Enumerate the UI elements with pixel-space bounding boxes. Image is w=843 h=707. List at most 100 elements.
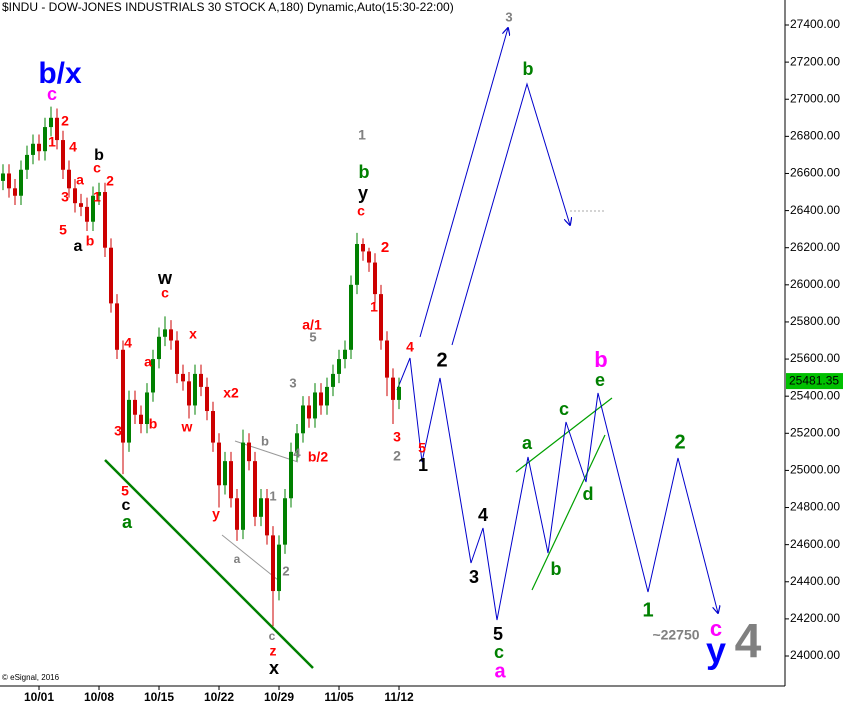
wave-label: 1	[358, 127, 366, 143]
candle-body	[175, 340, 179, 374]
candle-body	[55, 117, 59, 141]
wave-label: 5	[493, 624, 503, 644]
wave-label: y	[212, 506, 220, 522]
candle-body	[127, 399, 131, 443]
candle-body	[205, 386, 209, 412]
candle-body	[37, 143, 41, 152]
wave-label: b	[359, 162, 370, 182]
projection-path	[419, 28, 508, 338]
candle-body	[91, 195, 95, 222]
candle-body	[289, 451, 293, 499]
wave-label: w	[181, 419, 193, 435]
candle-body	[73, 188, 77, 204]
candle-body	[355, 243, 359, 285]
candle-body	[385, 340, 389, 378]
wave-label: 3	[505, 9, 512, 24]
chart-title: $INDU - DOW-JONES INDUSTRIALS 30 STOCK A…	[2, 0, 454, 14]
wave-label: x	[269, 658, 279, 678]
wave-label: a	[76, 172, 84, 188]
wave-label: y	[358, 183, 368, 203]
candle-body	[325, 386, 329, 406]
wave-label: c	[122, 497, 131, 514]
wave-label: c	[710, 616, 722, 641]
x-tick-label: 10/15	[144, 690, 174, 704]
candle-body	[151, 359, 155, 393]
x-tick-label: 11/12	[384, 690, 414, 704]
wave-label: 4	[69, 139, 77, 155]
wave-label: b/2	[308, 449, 328, 465]
wave-label: a	[74, 238, 83, 255]
candle-body	[373, 262, 377, 295]
wave-label: a	[234, 552, 241, 566]
wave-label: 4	[293, 445, 301, 460]
wave-label: 1	[93, 189, 101, 205]
candle-body	[43, 127, 47, 152]
y-tick-label: 26800.00	[790, 129, 840, 143]
wave-label: 2	[674, 431, 685, 453]
wave-label: c	[269, 629, 276, 643]
candle-body	[247, 442, 251, 462]
wave-label: y	[706, 630, 726, 671]
candle-body	[397, 386, 401, 400]
candle-body	[13, 188, 17, 196]
projection-path	[396, 357, 718, 621]
x-tick-label: 10/08	[84, 690, 114, 704]
candle-body	[109, 247, 113, 304]
candle-body	[97, 192, 101, 196]
candles	[1, 106, 401, 627]
wave-label: 3	[289, 375, 296, 390]
candle-body	[145, 392, 149, 425]
y-tick-label: 25400.00	[790, 388, 840, 402]
candle-body	[313, 392, 317, 419]
candle-body	[349, 284, 353, 350]
candle-body	[217, 442, 221, 486]
candle-body	[193, 373, 197, 406]
y-tick-label: 25800.00	[790, 314, 840, 328]
last-price-tag	[786, 373, 843, 390]
candle-body	[79, 203, 83, 207]
wave-label: 4	[478, 505, 488, 525]
y-tick-label: 26400.00	[790, 203, 840, 217]
x-tick-label: 11/05	[324, 690, 354, 704]
candle-body	[121, 349, 125, 443]
y-tick-label: 26200.00	[790, 240, 840, 254]
wave-label: c	[494, 642, 504, 662]
copyright: © eSignal, 2016	[2, 673, 60, 682]
candle-body	[139, 414, 143, 425]
trend-line	[531, 434, 606, 591]
wave-label: 5	[418, 440, 426, 456]
y-tick-label: 27200.00	[790, 54, 840, 68]
wave-label: 2	[436, 349, 447, 371]
wave-label: 3	[393, 429, 401, 445]
wave-label: d	[583, 484, 594, 504]
wave-label: b	[94, 147, 104, 164]
candle-body	[133, 399, 137, 415]
channel-line	[234, 440, 299, 463]
candle-body	[7, 173, 11, 189]
projection-path	[451, 82, 570, 346]
wave-label: a	[144, 354, 152, 370]
candle-body	[103, 192, 107, 248]
candle-body	[319, 392, 323, 406]
wave-label: 3	[61, 189, 69, 205]
wave-label: 3	[469, 567, 479, 587]
candle-body	[199, 373, 203, 387]
candle-body	[19, 169, 23, 196]
y-tick-label: 24000.00	[790, 648, 840, 662]
wave-label: 1	[642, 599, 653, 621]
projection-lines	[396, 28, 718, 621]
wave-label: ~22750	[652, 627, 699, 643]
candle-body	[1, 173, 5, 181]
candle-body	[31, 143, 35, 155]
candle-body	[25, 154, 29, 170]
wave-label: c	[93, 160, 101, 176]
wave-label: a	[122, 512, 133, 532]
y-tick-label: 26600.00	[790, 166, 840, 180]
last-price-label: 25481.35	[789, 373, 839, 387]
candle-body	[187, 381, 191, 406]
wave-label: c	[357, 203, 365, 219]
wave-label: c	[47, 84, 57, 104]
wave-label: b	[261, 433, 269, 448]
x-tick-label: 10/01	[24, 690, 54, 704]
